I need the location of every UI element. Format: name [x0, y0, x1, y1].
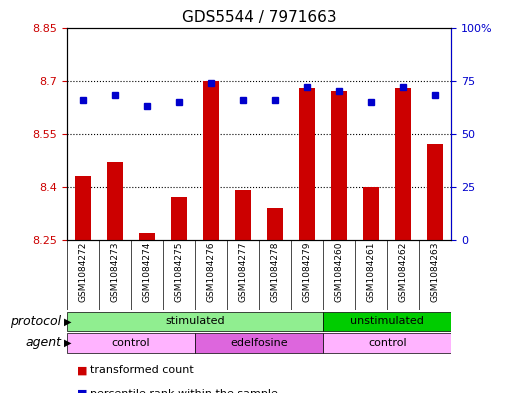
Text: control: control: [368, 338, 407, 348]
FancyBboxPatch shape: [195, 333, 323, 353]
Bar: [75, 176, 91, 240]
Text: control: control: [111, 338, 150, 348]
Bar: [203, 81, 219, 240]
Text: unstimulated: unstimulated: [350, 316, 424, 326]
Bar: [139, 233, 155, 240]
Text: GSM1084272: GSM1084272: [78, 242, 87, 302]
Text: GSM1084260: GSM1084260: [334, 242, 344, 302]
Text: stimulated: stimulated: [165, 316, 225, 326]
Text: ■: ■: [77, 365, 87, 375]
Text: ▶: ▶: [64, 338, 72, 348]
Bar: [107, 162, 123, 240]
Text: GSM1084261: GSM1084261: [367, 242, 376, 302]
Bar: [427, 144, 443, 240]
Text: GSM1084278: GSM1084278: [270, 242, 280, 302]
Text: GSM1084273: GSM1084273: [110, 242, 120, 302]
Text: GSM1084274: GSM1084274: [142, 242, 151, 302]
Bar: [363, 187, 379, 240]
FancyBboxPatch shape: [323, 333, 451, 353]
Bar: [267, 208, 283, 240]
FancyBboxPatch shape: [323, 312, 451, 331]
Bar: [235, 190, 251, 240]
Text: GSM1084276: GSM1084276: [206, 242, 215, 302]
FancyBboxPatch shape: [67, 333, 195, 353]
FancyBboxPatch shape: [67, 312, 323, 331]
Text: agent: agent: [26, 336, 62, 349]
Bar: [171, 197, 187, 240]
Text: percentile rank within the sample: percentile rank within the sample: [90, 389, 278, 393]
Text: GSM1084263: GSM1084263: [431, 242, 440, 302]
Text: edelfosine: edelfosine: [230, 338, 288, 348]
Text: GSM1084275: GSM1084275: [174, 242, 184, 302]
Title: GDS5544 / 7971663: GDS5544 / 7971663: [182, 10, 337, 25]
Bar: [396, 88, 411, 240]
Text: transformed count: transformed count: [90, 365, 193, 375]
Text: GSM1084262: GSM1084262: [399, 242, 408, 302]
Text: GSM1084277: GSM1084277: [239, 242, 248, 302]
Text: GSM1084279: GSM1084279: [303, 242, 312, 302]
Bar: [331, 91, 347, 240]
Text: ■: ■: [77, 389, 87, 393]
Text: protocol: protocol: [10, 315, 62, 328]
Text: ▶: ▶: [64, 316, 72, 326]
Bar: [299, 88, 315, 240]
